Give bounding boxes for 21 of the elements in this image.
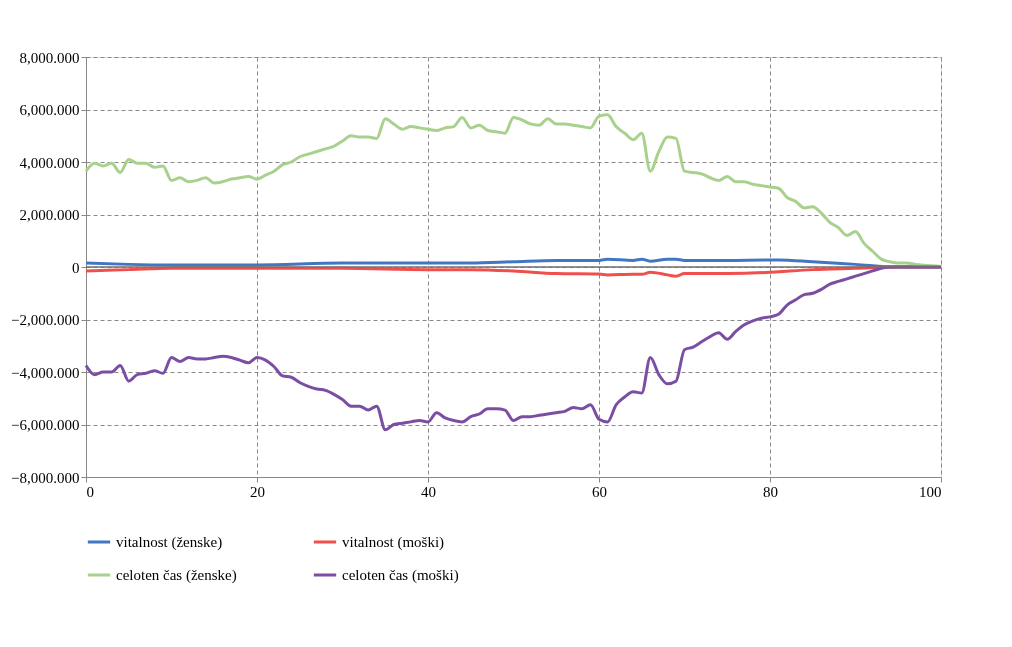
y-tick-label: −4,000.000 <box>11 364 80 381</box>
legend-label: celoten čas (moški) <box>342 567 459 584</box>
x-tick-label: 80 <box>763 483 778 500</box>
y-tick-label: 0 <box>72 259 80 276</box>
y-tick-label: 4,000.000 <box>19 154 80 171</box>
y-tick-label: 8,000.000 <box>19 49 80 66</box>
legend-label: celoten čas (ženske) <box>116 567 237 584</box>
line-series <box>84 113 943 268</box>
line-series <box>84 265 943 432</box>
legend-label: vitalnost (moški) <box>342 534 445 551</box>
legend-label: vitalnost (ženske) <box>116 534 223 551</box>
x-tick-label: 60 <box>592 483 607 500</box>
x-tick-label: 20 <box>250 483 265 500</box>
x-tick-label: 100 <box>919 483 942 500</box>
x-tick-label: 0 <box>86 483 94 500</box>
y-tick-label: 6,000.000 <box>19 102 80 118</box>
y-tick-label: −8,000.000 <box>11 469 80 486</box>
y-tick-label: 2,000.000 <box>19 207 80 223</box>
x-tick-label: 40 <box>421 483 436 500</box>
y-tick-label: −2,000.000 <box>11 312 80 328</box>
y-tick-label: −6,000.000 <box>11 417 80 433</box>
